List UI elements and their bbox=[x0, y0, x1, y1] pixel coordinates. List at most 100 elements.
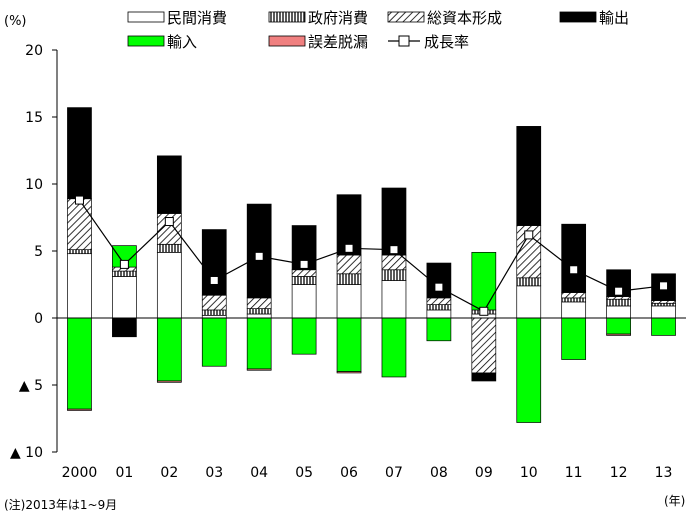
bar-segment bbox=[67, 253, 92, 319]
x-tick-label: 2000 bbox=[62, 465, 98, 481]
bar-segment bbox=[561, 292, 587, 299]
bar-segment bbox=[156, 243, 182, 253]
legend-label: 誤差脱漏 bbox=[308, 33, 368, 51]
growth-marker bbox=[434, 282, 444, 292]
bar-segment bbox=[381, 317, 407, 378]
bar-segment bbox=[336, 273, 362, 285]
bar-segment bbox=[112, 270, 137, 277]
bar-segment bbox=[291, 269, 317, 277]
y-tick-label: ▲ 5 bbox=[19, 378, 43, 394]
bar-segment bbox=[246, 368, 272, 371]
bar-segment bbox=[516, 285, 542, 319]
bar-segment bbox=[67, 249, 92, 255]
bar-segment bbox=[606, 333, 631, 336]
growth-marker bbox=[119, 259, 129, 269]
y-tick-label: ▲ 10 bbox=[10, 445, 43, 461]
bar-segment bbox=[561, 317, 587, 360]
y-tick-label: 15 bbox=[25, 110, 43, 126]
bar-segment bbox=[201, 294, 227, 311]
bar-segment bbox=[381, 269, 407, 281]
y-tick-label: 5 bbox=[34, 244, 43, 260]
bar-segment bbox=[156, 251, 182, 319]
growth-marker bbox=[254, 251, 264, 261]
x-tick-label: 09 bbox=[475, 465, 493, 481]
growth-marker bbox=[659, 281, 669, 291]
bar-segment bbox=[516, 317, 542, 423]
legend-label: 政府消費 bbox=[308, 9, 368, 27]
legend-swatch bbox=[559, 11, 597, 23]
bar-segment bbox=[606, 317, 631, 335]
bar-segment bbox=[426, 297, 452, 305]
legend-line-marker bbox=[398, 35, 410, 47]
bar-segment bbox=[156, 380, 182, 383]
growth-marker bbox=[164, 217, 174, 227]
legend-label: 輸入 bbox=[167, 33, 197, 51]
bar-segment bbox=[112, 276, 137, 319]
growth-marker bbox=[389, 245, 399, 255]
bar-segment bbox=[291, 317, 317, 355]
bar-segment bbox=[426, 304, 452, 311]
bar-segment bbox=[651, 305, 676, 319]
bar-segment bbox=[606, 305, 631, 319]
bar-segment bbox=[651, 302, 676, 307]
x-tick-label: 01 bbox=[115, 465, 133, 481]
bar-segment bbox=[651, 300, 676, 304]
growth-marker bbox=[614, 286, 624, 296]
x-tick-label: 12 bbox=[610, 465, 628, 481]
growth-marker bbox=[209, 275, 219, 285]
growth-line-path bbox=[78, 199, 664, 313]
legend-swatch bbox=[268, 35, 306, 47]
x-tick-label: 11 bbox=[565, 465, 583, 481]
bar-segment bbox=[67, 107, 92, 200]
x-tick-label: 10 bbox=[520, 465, 538, 481]
y-unit-label: (%) bbox=[4, 14, 27, 29]
bar-segment bbox=[246, 308, 272, 315]
bar-segment bbox=[67, 317, 92, 410]
bar-segment bbox=[201, 309, 227, 316]
growth-marker bbox=[344, 243, 354, 253]
growth-marker bbox=[299, 259, 309, 269]
bar-segment bbox=[516, 126, 542, 226]
y-tick-label: 0 bbox=[34, 311, 43, 327]
x-tick-label: 07 bbox=[385, 465, 403, 481]
bar-segment bbox=[291, 276, 317, 285]
legend-label: 輸出 bbox=[599, 9, 629, 27]
bar-segment bbox=[471, 251, 497, 311]
y-axis: 20 15 10 5 0 ▲ 5 ▲ 10 bbox=[10, 43, 58, 461]
bar-segment bbox=[606, 296, 631, 300]
legend-swatch bbox=[268, 11, 306, 23]
x-tick-label: 13 bbox=[655, 465, 673, 481]
growth-marker bbox=[569, 265, 579, 275]
legend-swatch bbox=[127, 11, 165, 23]
bar-segment bbox=[336, 317, 362, 372]
y-tick-label: 20 bbox=[25, 43, 43, 59]
legend-label: 総資本形成 bbox=[427, 9, 502, 27]
x-tick-label: 03 bbox=[205, 465, 223, 481]
x-tick-label: 04 bbox=[250, 465, 268, 481]
bar-segment bbox=[336, 254, 362, 275]
legend-label: 民間消費 bbox=[167, 9, 227, 27]
bar-segment bbox=[336, 371, 362, 374]
x-tick-label: 02 bbox=[160, 465, 178, 481]
bar-segment bbox=[246, 317, 272, 370]
legend-swatch bbox=[387, 11, 425, 23]
x-tick-label: 08 bbox=[430, 465, 448, 481]
bar-segment bbox=[246, 313, 272, 319]
bars bbox=[57, 107, 686, 423]
bar-segment bbox=[426, 309, 452, 319]
bar-segment bbox=[606, 298, 631, 307]
bar-segment bbox=[381, 187, 407, 256]
growth-marker bbox=[74, 195, 84, 205]
x-axis: 2000 01 02 03 04 05 06 07 08 09 10 11 12 13 bbox=[62, 465, 673, 481]
y-tick-label: 10 bbox=[25, 177, 43, 193]
x-tick-label: 05 bbox=[295, 465, 313, 481]
bar-segment bbox=[336, 284, 362, 319]
bar-segment bbox=[471, 372, 497, 382]
bar-segment bbox=[561, 301, 587, 319]
bar-segment bbox=[561, 223, 587, 293]
bar-segment bbox=[246, 203, 272, 299]
x-unit-label: (年) bbox=[664, 494, 685, 508]
bar-segment bbox=[67, 408, 92, 411]
